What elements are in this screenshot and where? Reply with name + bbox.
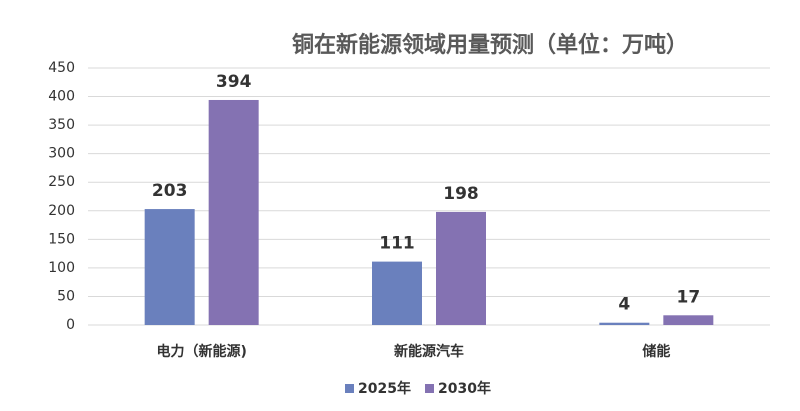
bar [208, 99, 259, 325]
value-label: 111 [379, 234, 415, 254]
y-tick-label: 200 [48, 203, 75, 219]
y-tick-label: 150 [48, 231, 75, 247]
value-label: 394 [216, 72, 252, 92]
legend-label: 2030年 [438, 380, 491, 397]
value-label: 17 [676, 287, 700, 307]
x-tick-label: 新能源汽车 [394, 343, 464, 360]
y-tick-label: 50 [57, 288, 75, 304]
legend-swatch [345, 384, 354, 393]
legend-label: 2025年 [358, 380, 411, 397]
y-tick-label: 400 [48, 89, 75, 105]
bar [599, 322, 650, 325]
value-label: 4 [618, 295, 630, 315]
y-tick-label: 0 [66, 317, 75, 333]
chart-title: 铜在新能源领域用量预测（单位：万吨） [292, 32, 688, 58]
legend-swatch [425, 384, 434, 393]
bar [144, 209, 195, 325]
x-tick-label: 电力（新能源) [156, 343, 246, 360]
value-label: 203 [152, 181, 188, 201]
y-tick-label: 350 [48, 117, 75, 133]
y-tick-label: 250 [48, 174, 75, 190]
bar [436, 211, 486, 325]
bar [372, 261, 422, 325]
y-tick-label: 100 [48, 260, 75, 276]
x-tick-label: 储能 [641, 343, 670, 360]
y-tick-label: 300 [48, 146, 75, 162]
bar [663, 315, 714, 325]
value-label: 198 [443, 184, 479, 204]
y-tick-label: 450 [48, 60, 75, 76]
